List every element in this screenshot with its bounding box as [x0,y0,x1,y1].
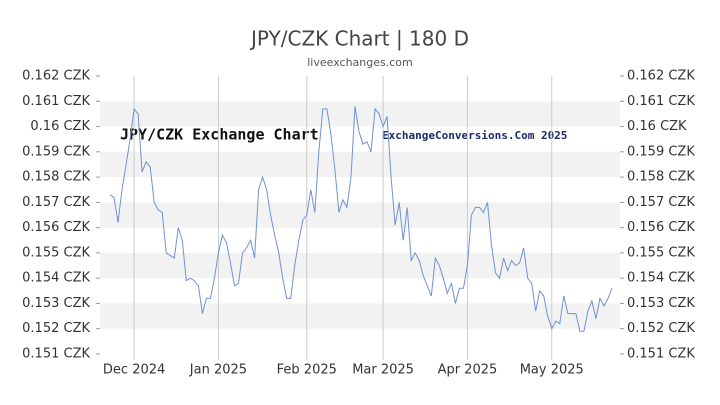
y2-tick-label: 0.152 CZK [627,321,695,336]
grid-band [100,303,620,329]
y2-tick-label: 0.157 CZK [627,195,695,210]
y2-tick-label: 0.153 CZK [627,296,695,311]
watermark: JPY/CZK Exchange Chart [120,126,319,144]
y2-tick-label: 0.151 CZK [627,347,695,362]
grid-band [100,101,620,127]
y-tick-label: 0.158 CZK [22,170,90,185]
bands [100,101,620,329]
line [109,106,613,332]
y-tick-label: 0.157 CZK [22,195,90,210]
y2-tick-label: 0.158 CZK [627,170,695,185]
x-tick-label: May 2025 [520,363,584,378]
x-tick-label: Jan 2025 [189,363,247,378]
y-tick-label: 0.155 CZK [22,245,90,260]
y-tick-label: 0.16 CZK [30,119,90,134]
y2-tick-label: 0.162 CZK [627,69,695,84]
y2-tick-label: 0.156 CZK [627,220,695,235]
watermark: ExchangeConversions.Com 2025 [382,129,567,142]
y-tick-label: 0.156 CZK [22,220,90,235]
grid-band [100,202,620,228]
y-tick-label: 0.152 CZK [22,321,90,336]
x-tick-label: Apr 2025 [438,363,498,378]
grid-band [100,151,620,178]
x-tick-label: Mar 2025 [352,363,414,378]
x-tick-label: Feb 2025 [277,363,337,378]
y2-tick-label: 0.159 CZK [627,144,695,159]
y2-tick-label: 0.154 CZK [627,271,695,286]
chart-subtitle: liveexchanges.com [307,56,412,69]
y-tick-label: 0.151 CZK [22,347,90,362]
grid-band [100,252,620,279]
y2-tick-label: 0.161 CZK [627,94,695,109]
y2-tick-label: 0.155 CZK [627,245,695,260]
y-tick-label: 0.161 CZK [22,94,90,109]
y2-tick-label: 0.16 CZK [627,119,687,134]
y-tick-label: 0.159 CZK [22,144,90,159]
y-tick-label: 0.154 CZK [22,271,90,286]
y-tick-label: 0.162 CZK [22,69,90,84]
chart-title: JPY/CZK Chart | 180 D [249,27,469,51]
x-tick-label: Dec 2024 [103,363,165,378]
y-tick-label: 0.153 CZK [22,296,90,311]
